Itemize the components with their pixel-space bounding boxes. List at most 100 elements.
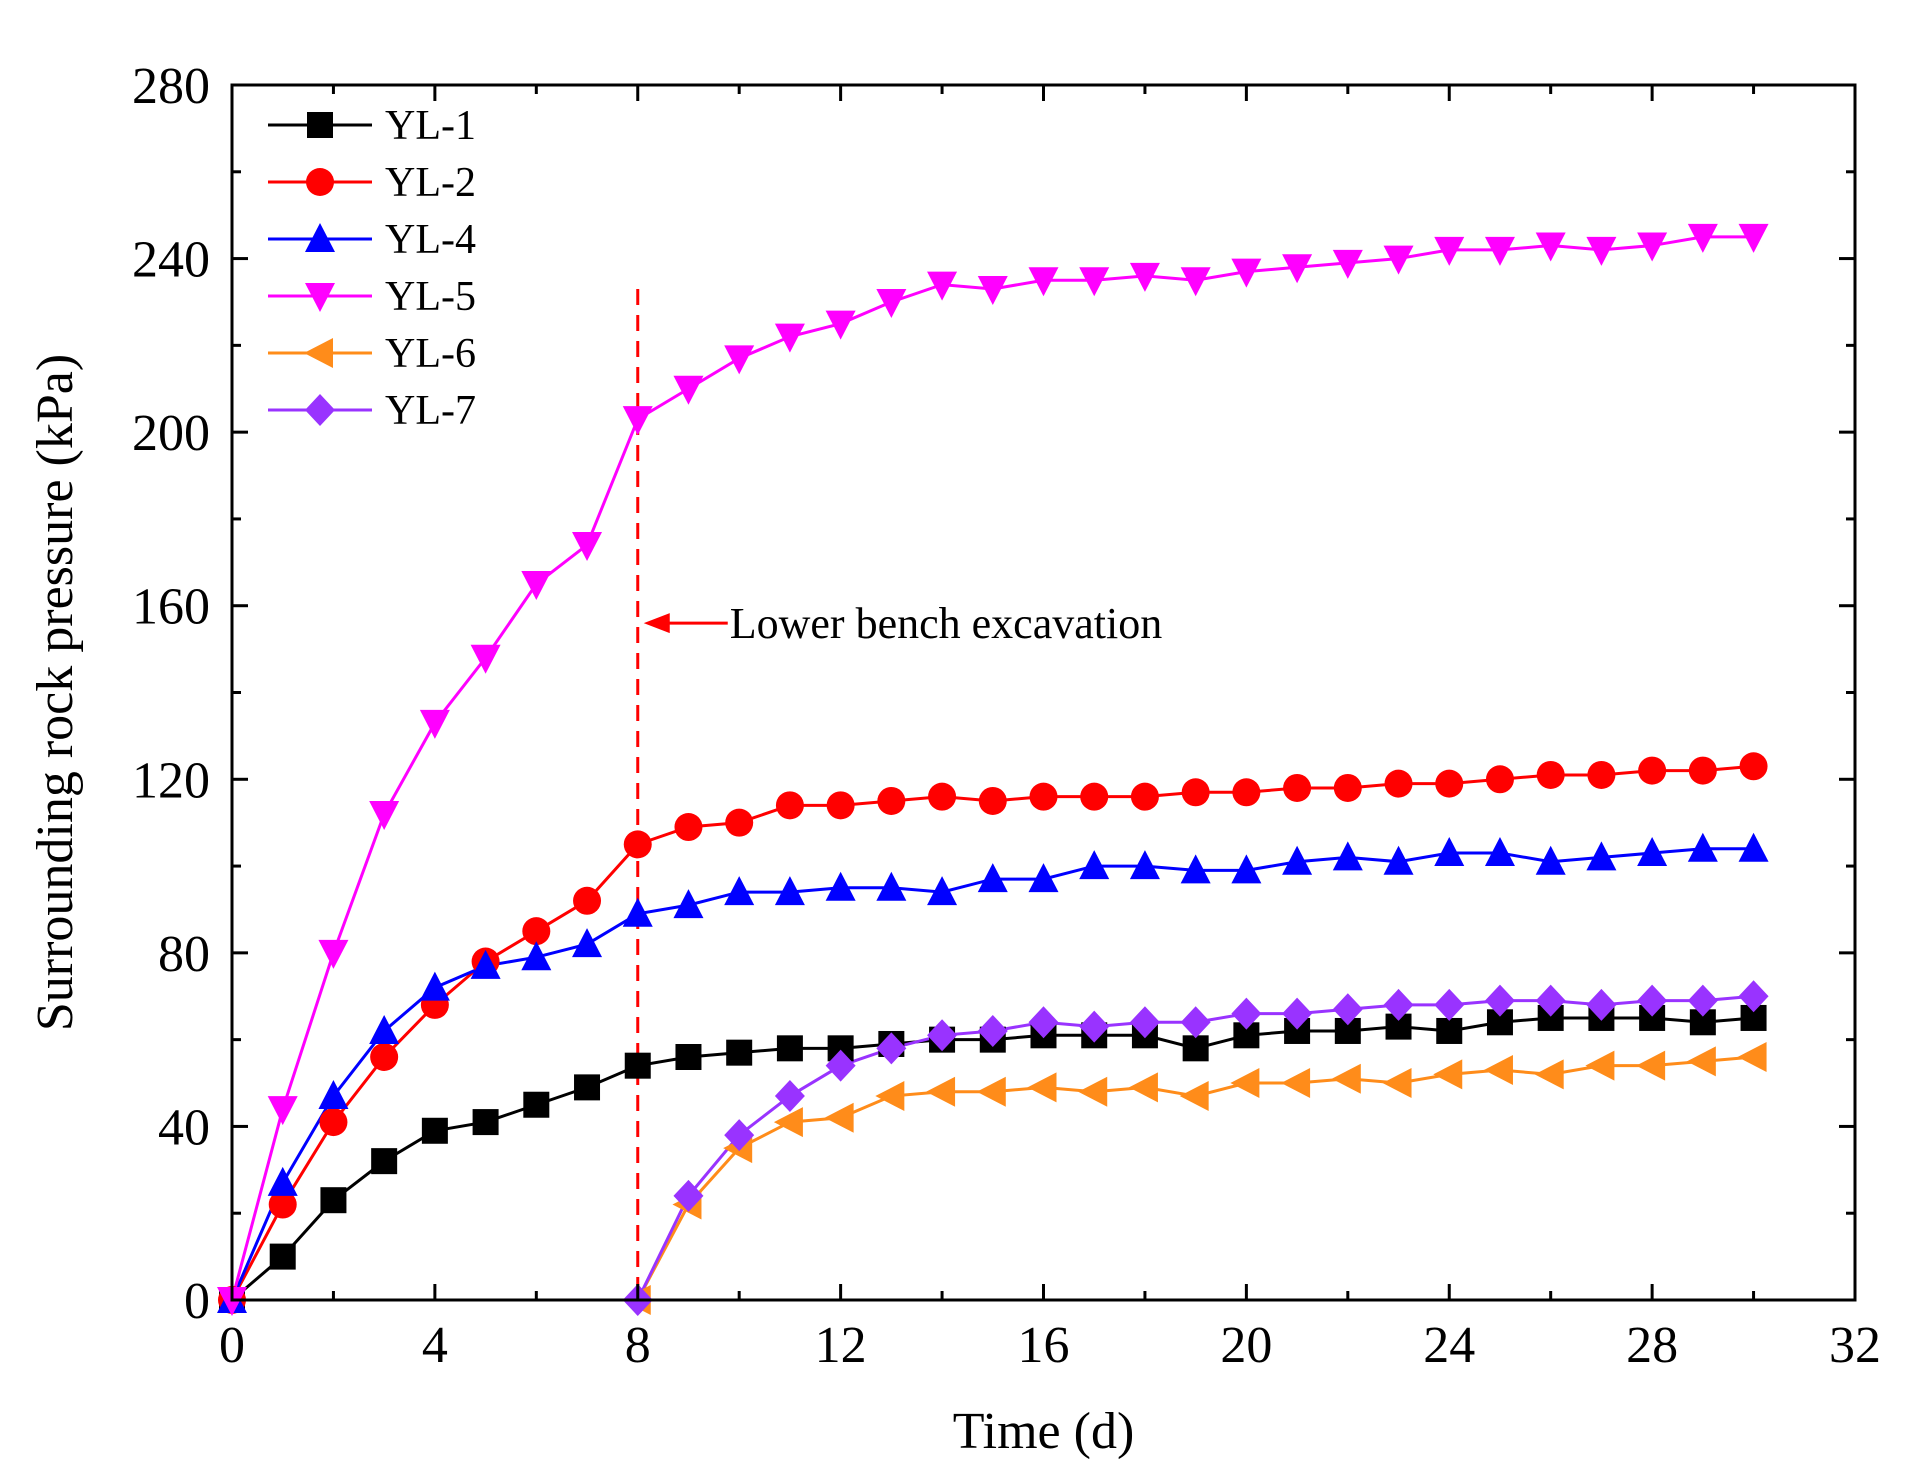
point-yl-5 — [1383, 245, 1414, 275]
point-yl-5 — [470, 644, 501, 674]
point-yl-6 — [1636, 1050, 1666, 1081]
point-yl-7 — [977, 1014, 1008, 1047]
y-axis-title: Surrounding rock pressure (kPa) — [27, 354, 84, 1031]
legend-label-yl-4: YL-4 — [385, 217, 476, 263]
point-yl-4 — [1637, 837, 1668, 867]
point-yl-6 — [1128, 1072, 1158, 1103]
point-yl-5 — [419, 709, 450, 739]
point-yl-1 — [726, 1039, 753, 1066]
point-yl-7 — [1738, 980, 1769, 1013]
point-yl-5 — [1129, 262, 1160, 292]
annotation: Lower bench excavation — [643, 599, 1162, 648]
point-yl-6 — [1281, 1068, 1311, 1099]
point-yl-1 — [1436, 1017, 1463, 1044]
point-yl-6 — [1230, 1068, 1260, 1099]
point-yl-6 — [1382, 1068, 1412, 1099]
point-yl-2 — [1688, 756, 1717, 785]
series-line-yl-4 — [230, 847, 1754, 1301]
point-yl-6 — [1483, 1055, 1513, 1086]
point-yl-6 — [1027, 1072, 1057, 1103]
point-yl-6 — [926, 1076, 956, 1107]
point-yl-6 — [1331, 1063, 1361, 1094]
point-yl-4 — [369, 1014, 400, 1044]
x-tick-label: 28 — [1626, 1317, 1678, 1374]
point-yl-7 — [1282, 997, 1313, 1030]
point-yl-5 — [673, 375, 704, 405]
point-yl-1 — [675, 1044, 702, 1070]
y-tick-label: 280 — [132, 58, 210, 115]
point-yl-4 — [927, 876, 958, 906]
point-yl-5 — [977, 275, 1008, 305]
point-yl-2 — [1739, 752, 1768, 781]
point-yl-5 — [1535, 232, 1566, 262]
point-yl-6 — [1534, 1059, 1564, 1090]
point-yl-1 — [472, 1109, 499, 1136]
y-tick-label: 200 — [132, 405, 210, 462]
point-yl-2 — [623, 830, 652, 859]
point-yl-7 — [825, 1049, 856, 1082]
point-yl-4 — [622, 897, 653, 927]
point-yl-6 — [1179, 1081, 1209, 1112]
point-yl-7 — [1028, 1006, 1059, 1039]
y-tick-label: 40 — [158, 1099, 210, 1156]
point-yl-2 — [725, 808, 754, 837]
point-yl-6 — [1737, 1042, 1767, 1072]
point-yl-4 — [876, 871, 907, 901]
point-yl-2 — [1333, 773, 1362, 802]
point-yl-4 — [1586, 841, 1617, 871]
point-yl-5 — [1738, 223, 1769, 253]
legend-label-yl-2: YL-2 — [385, 160, 476, 206]
point-yl-1 — [574, 1074, 601, 1101]
point-yl-2 — [522, 917, 551, 946]
point-yl-7 — [774, 1080, 805, 1113]
point-yl-6 — [773, 1107, 803, 1138]
legend-label-yl-6: YL-6 — [385, 331, 476, 377]
point-yl-5 — [774, 323, 805, 353]
point-yl-7 — [1180, 1006, 1211, 1039]
point-yl-4 — [1028, 863, 1059, 893]
point-yl-2 — [1384, 769, 1413, 798]
legend: YL-1 YL-2 YL-4 YL-5 YL-6 YL-7 — [268, 103, 476, 434]
point-yl-4 — [267, 1166, 298, 1196]
point-yl-6 — [824, 1102, 854, 1133]
point-yl-5 — [622, 406, 653, 436]
point-yl-2 — [1536, 760, 1565, 789]
point-yl-4 — [1383, 845, 1414, 875]
point-yl-5 — [318, 939, 349, 969]
point-yl-2 — [268, 1190, 297, 1219]
point-yl-7 — [1383, 988, 1414, 1021]
point-yl-4 — [521, 941, 552, 971]
point-yl-5 — [369, 801, 400, 830]
series-markers — [217, 223, 1769, 1316]
point-yl-4 — [673, 889, 704, 919]
y-tick-label: 0 — [184, 1273, 210, 1330]
legend-label-yl-7: YL-7 — [385, 388, 476, 434]
y-tick-label: 120 — [132, 752, 210, 809]
point-yl-5 — [724, 345, 755, 375]
point-yl-5 — [1028, 267, 1059, 297]
tick-labels: 0 4 8 12 16 20 24 28 32 0 40 80 120 160 200 240 280 — [132, 58, 1881, 1374]
point-yl-5 — [1637, 232, 1668, 262]
x-axis-title: Time (d) — [953, 1403, 1135, 1460]
axis-ticks — [230, 83, 1857, 1302]
point-yl-7 — [1231, 997, 1262, 1030]
point-yl-2 — [978, 786, 1007, 815]
point-yl-4 — [470, 949, 501, 979]
point-yl-2 — [573, 886, 602, 915]
point-yl-1 — [1182, 1035, 1209, 1062]
point-yl-7 — [1332, 993, 1363, 1026]
legend-marker-yl-2 — [306, 168, 334, 196]
point-yl-2 — [1485, 765, 1514, 794]
point-yl-5 — [1332, 249, 1363, 279]
point-yl-4 — [1180, 854, 1211, 884]
y-tick-label: 240 — [132, 232, 210, 289]
point-yl-5 — [876, 288, 907, 318]
point-yl-2 — [370, 1043, 399, 1071]
point-yl-4 — [774, 876, 805, 906]
point-yl-2 — [877, 786, 906, 815]
point-yl-7 — [876, 1032, 907, 1065]
legend-label-yl-5: YL-5 — [385, 274, 476, 320]
point-yl-7 — [1687, 984, 1718, 1017]
point-yl-4 — [1282, 845, 1313, 875]
